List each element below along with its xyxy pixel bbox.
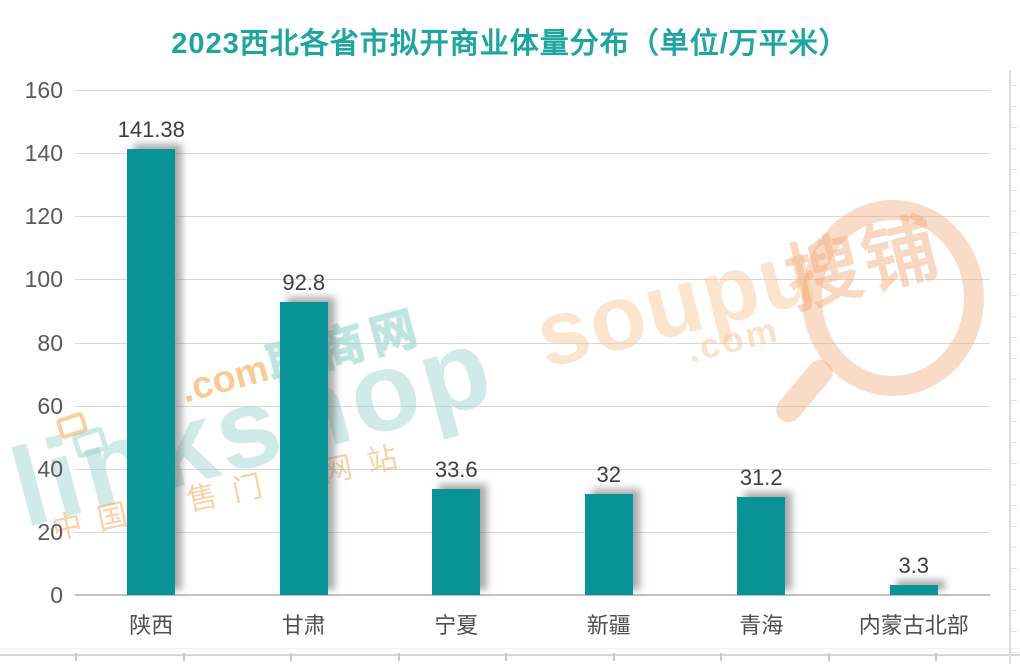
spreadsheet-column-border xyxy=(1009,70,1011,664)
spreadsheet-row-tick xyxy=(1011,484,1017,485)
soupu-magnifier-ring-icon xyxy=(802,200,984,396)
spreadsheet-row-line xyxy=(0,654,1020,656)
gridline xyxy=(75,342,990,344)
y-axis-tick-label: 140 xyxy=(24,140,63,167)
bar-甘肃 xyxy=(279,302,328,595)
x-axis-category-label: 陕西 xyxy=(129,613,174,638)
spreadsheet-column-tick xyxy=(182,653,185,661)
spreadsheet-column-tick xyxy=(505,653,507,661)
spreadsheet-row-tick xyxy=(1011,400,1017,401)
y-axis-tick-label: 60 xyxy=(37,392,63,419)
gridline xyxy=(75,279,990,281)
spreadsheet-row-tick xyxy=(1011,337,1017,338)
gridline xyxy=(75,531,990,533)
y-axis-tick-label: 40 xyxy=(37,455,63,482)
spreadsheet-row-tick xyxy=(1011,463,1017,464)
x-axis-category-label: 宁夏 xyxy=(434,613,479,638)
spreadsheet-row-tick xyxy=(1011,85,1017,86)
spreadsheet-row-tick xyxy=(1011,442,1017,443)
y-axis-tick-label: 20 xyxy=(37,518,63,545)
spreadsheet-row-tick xyxy=(1011,568,1017,569)
gridline xyxy=(75,153,990,155)
watermark-soupu-chinese: 搜铺 xyxy=(777,204,950,323)
x-axis-category-label: 新疆 xyxy=(586,613,631,638)
bar-宁夏 xyxy=(432,488,481,595)
spreadsheet-row-tick xyxy=(1011,505,1017,506)
y-axis-tick-label: 100 xyxy=(24,266,63,293)
y-axis-tick-label: 80 xyxy=(37,329,63,356)
y-axis-tick-label: 160 xyxy=(24,77,63,103)
gridline xyxy=(75,468,990,470)
y-axis-tick-label: 120 xyxy=(24,203,63,230)
spreadsheet-row-tick xyxy=(1011,316,1017,317)
spreadsheet-row-tick xyxy=(1011,358,1017,359)
watermark-soupu-brand: soupu xyxy=(525,219,828,388)
bar-新疆 xyxy=(584,494,633,595)
spreadsheet-row-tick xyxy=(1011,232,1017,233)
x-axis-category-label: 甘肃 xyxy=(281,613,326,638)
spreadsheet-row-tick xyxy=(1011,148,1017,149)
spreadsheet-row-tick xyxy=(1011,295,1017,296)
bar-value-label: 32 xyxy=(596,462,621,487)
x-axis-category-label: 内蒙古北部 xyxy=(858,613,969,638)
gridline xyxy=(75,216,990,218)
linkshop-logo-square-icon xyxy=(70,425,110,460)
x-axis-category-label: 青海 xyxy=(739,613,784,638)
soupu-magnifier-handle-icon xyxy=(771,354,838,428)
spreadsheet-row-tick xyxy=(1011,631,1017,632)
spreadsheet-row-tick xyxy=(1011,379,1017,380)
gridline xyxy=(75,405,990,407)
spreadsheet-row-tick xyxy=(1011,169,1017,170)
spreadsheet-column-tick xyxy=(827,653,830,661)
spreadsheet-row-tick xyxy=(1011,589,1017,590)
chart-title: 2023西北各省市拟开商业体量分布（单位/万平米） xyxy=(171,28,849,60)
bar-value-label: 92.8 xyxy=(282,270,326,296)
spreadsheet-row-tick xyxy=(1011,106,1017,107)
spreadsheet-column-tick xyxy=(935,653,937,661)
spreadsheet-column-tick xyxy=(397,653,400,661)
spreadsheet-row-tick xyxy=(1011,610,1017,611)
spreadsheet-row-line xyxy=(0,648,1020,649)
watermark-linkshop-domain: .com xyxy=(176,347,273,412)
spreadsheet-row-tick xyxy=(1011,652,1017,653)
spreadsheet-row-tick xyxy=(1011,211,1017,212)
spreadsheet-row-tick xyxy=(1011,253,1017,254)
watermark-linkshop-tagline: 中国零售门户网站 xyxy=(49,437,417,547)
spreadsheet-column-tick xyxy=(720,653,722,661)
spreadsheet-row-tick xyxy=(1011,190,1017,191)
bar-青海 xyxy=(737,496,786,595)
bar-陕西 xyxy=(127,148,176,595)
watermark-soupu-domain: .com xyxy=(683,309,784,371)
spreadsheet-row-tick xyxy=(1011,547,1017,548)
spreadsheet-row-tick xyxy=(1011,526,1017,527)
gridline xyxy=(75,90,990,91)
bar-value-label: 31.2 xyxy=(739,464,783,490)
x-axis-line xyxy=(75,594,990,596)
bar-内蒙古北部 xyxy=(889,584,938,595)
bar-value-label: 3.3 xyxy=(898,552,930,578)
spreadsheet-column-tick xyxy=(75,653,77,661)
y-axis-tick-label: 0 xyxy=(50,582,63,608)
watermark-linkshop-brand: linkshop xyxy=(0,302,507,551)
spreadsheet-column-tick xyxy=(612,653,615,661)
spreadsheet-row-tick xyxy=(1011,421,1017,422)
bar-value-label: 33.6 xyxy=(434,456,478,482)
spreadsheet-row-tick xyxy=(1011,274,1017,275)
bar-value-label: 141.38 xyxy=(117,116,185,142)
spreadsheet-row-tick xyxy=(1011,127,1017,128)
spreadsheet-column-tick xyxy=(290,653,292,661)
